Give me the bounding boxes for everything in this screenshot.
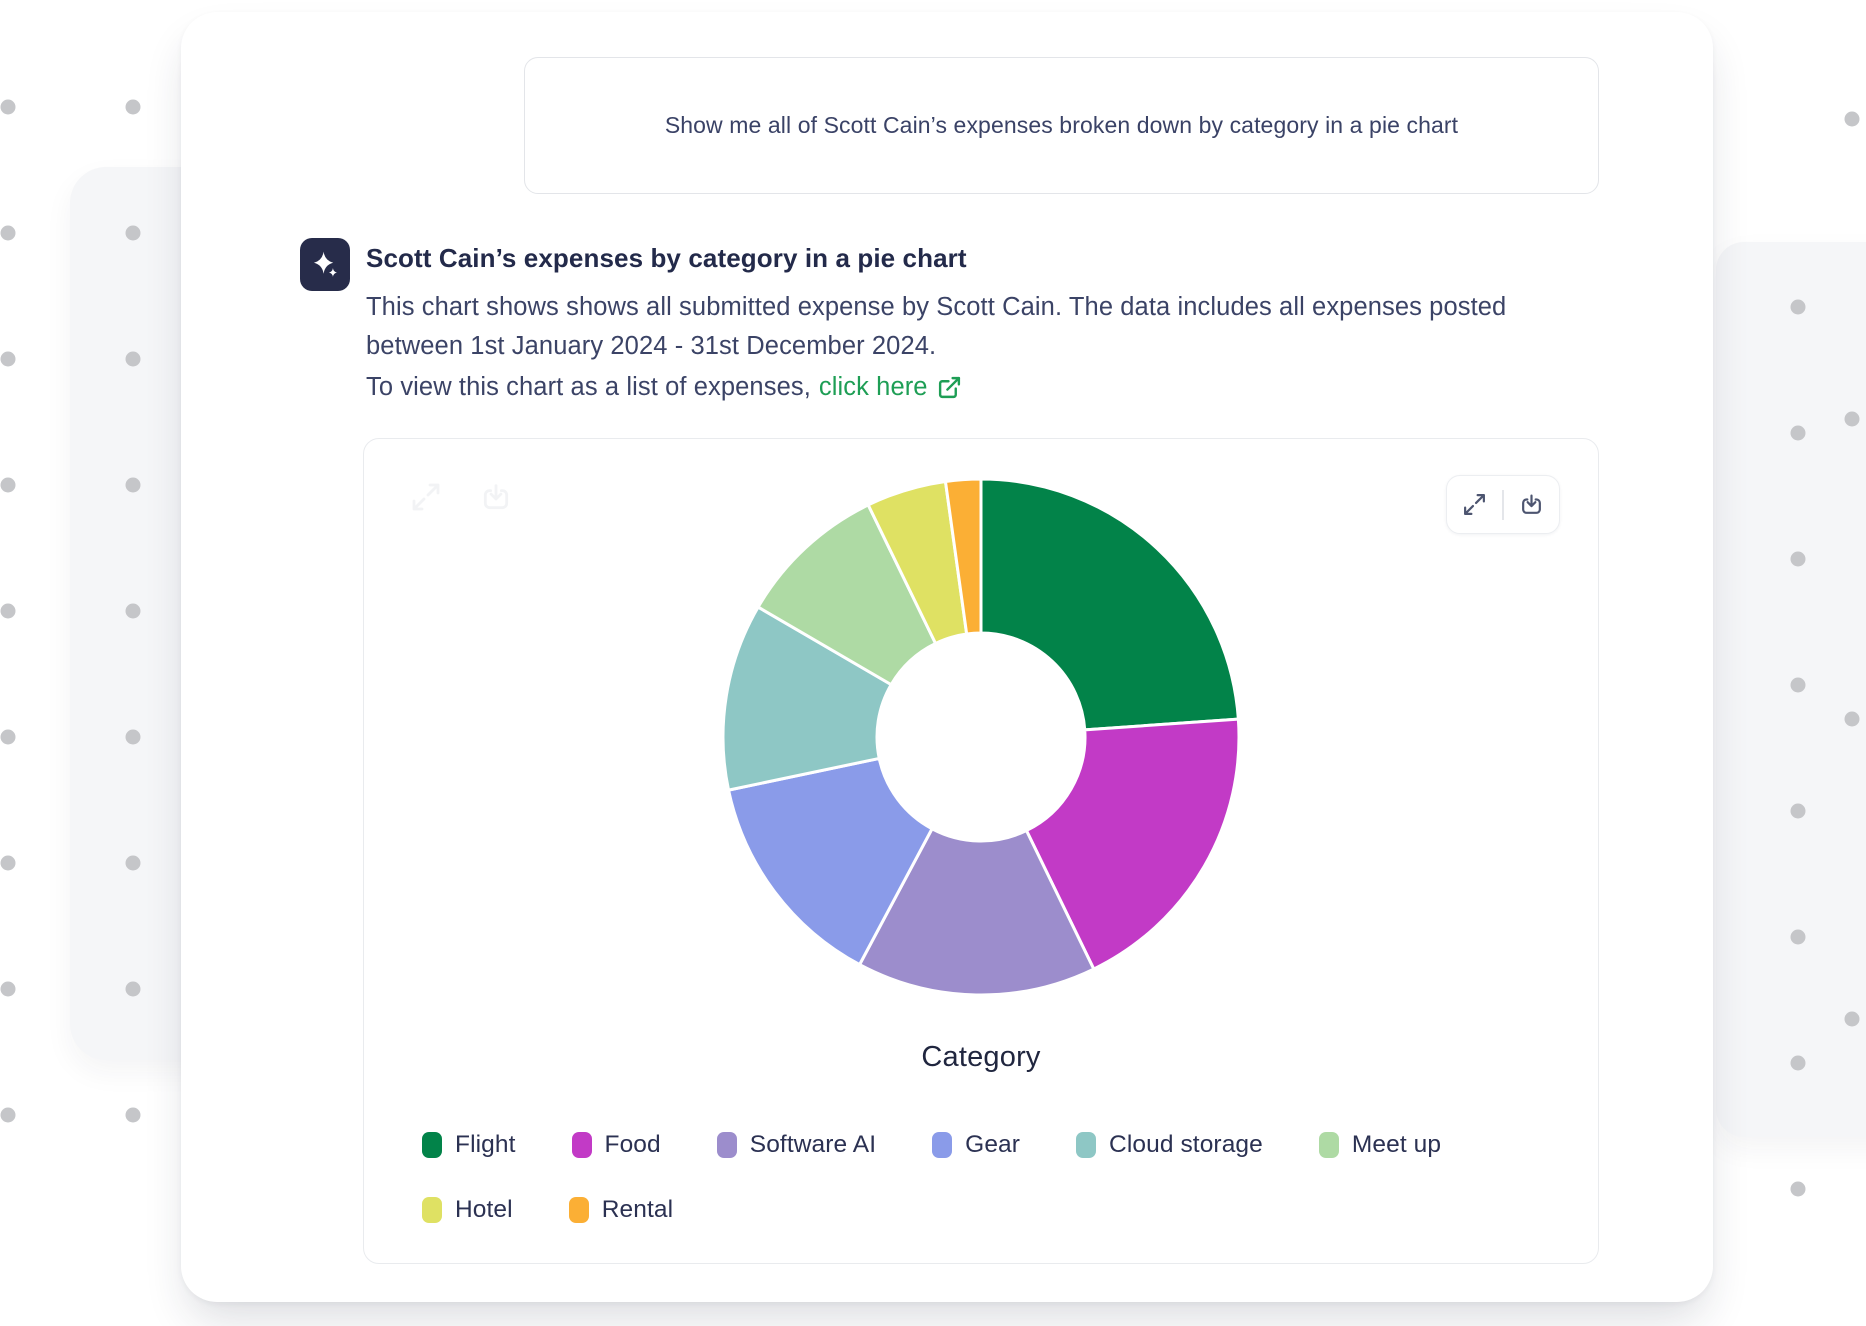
background-dot [125,981,141,997]
background-dot [0,351,16,367]
pie-slice-flight[interactable] [979,477,1240,732]
background-dot [1790,1181,1806,1197]
background-dot [0,477,16,493]
background-dot [125,1107,141,1123]
legend-label: Food [604,1131,661,1158]
legend-swatch [1318,1132,1339,1158]
answer-title: Scott Cain’s expenses by category in a p… [366,243,967,273]
background-dot [1790,425,1806,441]
background-dot [125,99,141,115]
background-dot [1844,411,1860,427]
background-dot [0,855,16,871]
pie-slice-cloud-storage[interactable] [721,605,893,792]
user-query-text: Show me all of Scott Cain’s expenses bro… [664,112,1459,138]
legend-label: Hotel [455,1196,513,1223]
answer-link-line: To view this chart as a list of expenses… [366,373,1604,402]
main-card: Show me all of Scott Cain’s expenses bro… [181,12,1713,1302]
background-dot [1844,111,1860,127]
background-dot [0,603,16,619]
background-dot [125,729,141,745]
background-dot [125,351,141,367]
background-dot [1790,677,1806,693]
legend-item-cloud-storage[interactable]: Cloud storage [1076,1131,1263,1159]
chart-panel: Category Flight Food Software AI Gear Cloud … [363,438,1599,1264]
legend-swatch [932,1132,953,1158]
legend-label: Software AI [749,1131,877,1158]
legend-item-flight[interactable]: Flight [422,1131,516,1159]
legend-swatch [1076,1132,1097,1158]
sparkle-icon [300,238,350,291]
legend-swatch [568,1197,589,1223]
legend-item-meet-up[interactable]: Meet up [1318,1131,1442,1159]
legend-swatch [422,1132,442,1158]
legend-label: Rental [601,1196,674,1223]
chart-legend-row-1: Flight Food Software AI Gear Cloud storage Me… [422,1131,1441,1159]
legend-item-food[interactable]: Food [571,1131,661,1159]
legend-item-gear[interactable]: Gear [932,1131,1020,1159]
pie-chart [721,477,1241,997]
legend-label: Flight [455,1131,516,1158]
download-icon [1521,494,1541,514]
pie-slice-food[interactable] [1024,717,1241,971]
chart-toolbar [1446,475,1560,534]
legend-item-hotel[interactable]: Hotel [422,1196,513,1224]
pie-slice-gear[interactable] [727,756,934,967]
background-dot [0,729,16,745]
background-dot [125,225,141,241]
legend-item-rental[interactable]: Rental [568,1196,674,1224]
legend-swatch [716,1132,737,1158]
background-dot [125,603,141,619]
background-dot [1790,929,1806,945]
background-dot [0,99,16,115]
user-query-bubble: Show me all of Scott Cain’s expenses bro… [524,57,1599,194]
background-dot [1790,551,1806,567]
view-as-list-link-label: click here [818,373,928,401]
background-dot [1790,803,1806,819]
view-as-list-link[interactable]: click here [819,373,962,402]
expand-chart-button[interactable] [1447,476,1502,533]
background-dot [1844,1011,1860,1027]
watermark-icons [410,481,512,513]
background-dot [1790,299,1806,315]
toolbar-divider [1502,489,1504,520]
legend-label: Gear [965,1131,1021,1158]
background-dot [0,1107,16,1123]
chart-legend-row-2: Hotel Rental [422,1196,673,1224]
expand-icon [412,483,440,511]
background-dot [1790,1055,1806,1071]
background-dot [1844,711,1860,727]
answer-body: This chart shows shows all submitted exp… [366,293,1507,360]
download-chart-button[interactable] [1504,476,1559,533]
legend-label: Cloud storage [1109,1131,1263,1158]
chart-title: Category [921,1041,1041,1073]
legend-item-software-ai[interactable]: Software AI [716,1131,877,1159]
background-dot [0,225,16,241]
expand-icon [1464,494,1486,515]
background-dot [125,855,141,871]
legend-swatch [422,1197,442,1223]
external-link-icon [938,376,960,399]
answer-link-prefix: To view this chart as a list of expenses… [366,373,811,401]
pie-slice-rental[interactable] [943,477,983,636]
legend-swatch [571,1132,592,1158]
download-icon [483,484,509,510]
background-dot [0,981,16,997]
pie-slice-software-ai[interactable] [858,827,1096,997]
legend-label: Meet up [1351,1131,1442,1158]
background-dot [125,477,141,493]
